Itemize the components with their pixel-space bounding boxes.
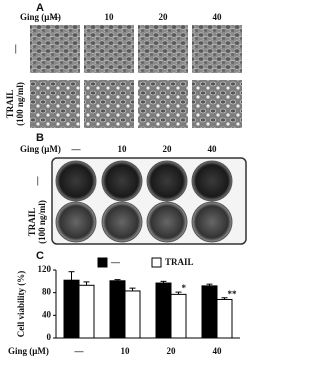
y-tick-label: 0 xyxy=(47,332,52,342)
y-tick-label: 80 xyxy=(42,287,52,297)
legend-label: TRAIL xyxy=(165,257,194,267)
bar xyxy=(78,284,95,339)
row-label: (100 ng/ml) xyxy=(15,82,25,126)
well xyxy=(191,201,233,243)
panel-label: B xyxy=(36,132,44,144)
micrograph xyxy=(30,80,80,128)
row-label: TRAIL xyxy=(5,90,15,119)
x-tick-label: — xyxy=(74,346,85,356)
well xyxy=(101,160,143,202)
y-axis-label: Cell viability (%) xyxy=(16,271,26,338)
significance: ** xyxy=(228,289,238,299)
row-label: — xyxy=(32,176,42,187)
well xyxy=(101,201,143,243)
micrograph xyxy=(138,80,188,128)
row-label: TRAIL xyxy=(27,208,37,237)
x-tick-label: 10 xyxy=(121,346,131,356)
y-tick-label: 120 xyxy=(38,264,52,274)
column-label: 10 xyxy=(118,144,128,154)
column-label: 20 xyxy=(163,144,173,154)
bar xyxy=(216,298,233,339)
column-label: 20 xyxy=(159,12,169,22)
micrograph xyxy=(192,25,242,73)
micrograph xyxy=(84,80,134,128)
x-tick-label: 20 xyxy=(167,346,177,356)
row-label: (100 ng/ml) xyxy=(37,200,47,244)
well xyxy=(191,160,233,202)
x-axis-label: Ging (μM) xyxy=(8,346,49,356)
bar xyxy=(124,290,141,339)
well xyxy=(146,201,188,243)
well xyxy=(55,201,97,243)
bar xyxy=(109,280,126,339)
column-label: 40 xyxy=(208,144,218,154)
column-label: 10 xyxy=(105,12,115,22)
column-label: 40 xyxy=(213,12,223,22)
column-header: Ging (μM) xyxy=(20,144,61,154)
column-label: — xyxy=(50,12,61,22)
significance: * xyxy=(182,283,187,293)
panel-label: C xyxy=(36,250,44,262)
legend-swatch xyxy=(151,257,162,268)
row-label: — xyxy=(10,44,20,55)
legend-label: — xyxy=(110,257,121,267)
well xyxy=(146,160,188,202)
bar xyxy=(170,293,187,339)
well xyxy=(55,160,97,202)
panel-label: A xyxy=(36,2,44,14)
column-label: — xyxy=(71,144,82,154)
bar xyxy=(155,282,172,339)
legend-swatch xyxy=(97,257,108,268)
micrograph xyxy=(30,25,80,73)
bar xyxy=(201,285,218,339)
x-tick-label: 40 xyxy=(213,346,223,356)
y-tick-label: 40 xyxy=(42,309,52,319)
micrograph xyxy=(138,25,188,73)
column-header: Ging (μM) xyxy=(20,12,61,22)
bar xyxy=(63,279,80,339)
micrograph xyxy=(192,80,242,128)
micrograph xyxy=(84,25,134,73)
